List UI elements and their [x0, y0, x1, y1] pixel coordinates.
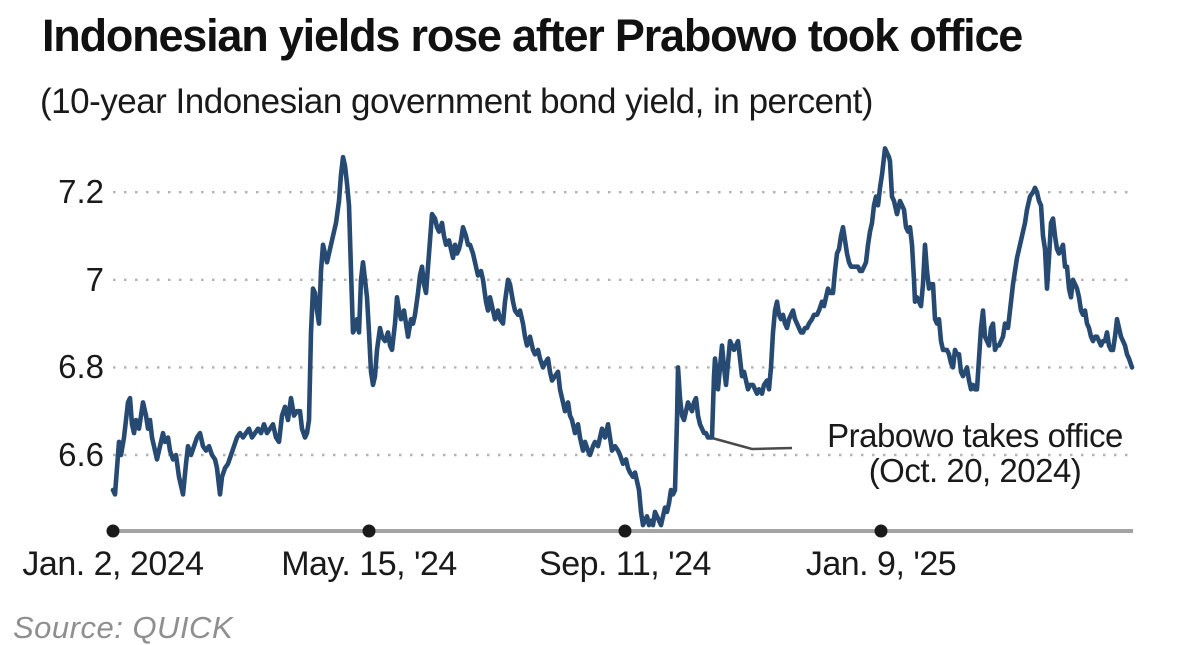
x-axis-tick-label: Sep. 11, '24: [539, 545, 711, 583]
y-axis-tick-label: 7: [85, 260, 104, 298]
x-axis-tick-dot: [106, 524, 120, 538]
annotation-line2: (Oct. 20, 2024): [868, 452, 1082, 489]
x-axis-tick-label: Jan. 9, '25: [805, 545, 957, 583]
x-axis-tick-dot: [874, 524, 888, 538]
annotation-line1: Prabowo takes office: [827, 417, 1123, 454]
bond-yield-line: [110, 146, 1135, 528]
y-axis-tick-label: 7.2: [58, 173, 104, 211]
page-subtitle: (10-year Indonesian government bond yiel…: [40, 82, 873, 121]
page-title: Indonesian yields rose after Prabowo too…: [42, 10, 1023, 61]
x-axis-tick-label: May. 15, '24: [281, 545, 457, 583]
x-axis-tick-dot: [618, 524, 632, 538]
x-axis-tick-label: Jan. 2, 2024: [22, 545, 204, 583]
annotation-label: Prabowo takes office (Oct. 20, 2024): [790, 418, 1160, 488]
y-axis-tick-label: 6.6: [58, 436, 104, 473]
source-label: Source: QUICK: [13, 610, 234, 645]
x-axis-tick-dot: [362, 524, 376, 538]
annotation-leader-line: [711, 436, 793, 451]
y-axis-tick-label: 6.8: [58, 348, 104, 386]
